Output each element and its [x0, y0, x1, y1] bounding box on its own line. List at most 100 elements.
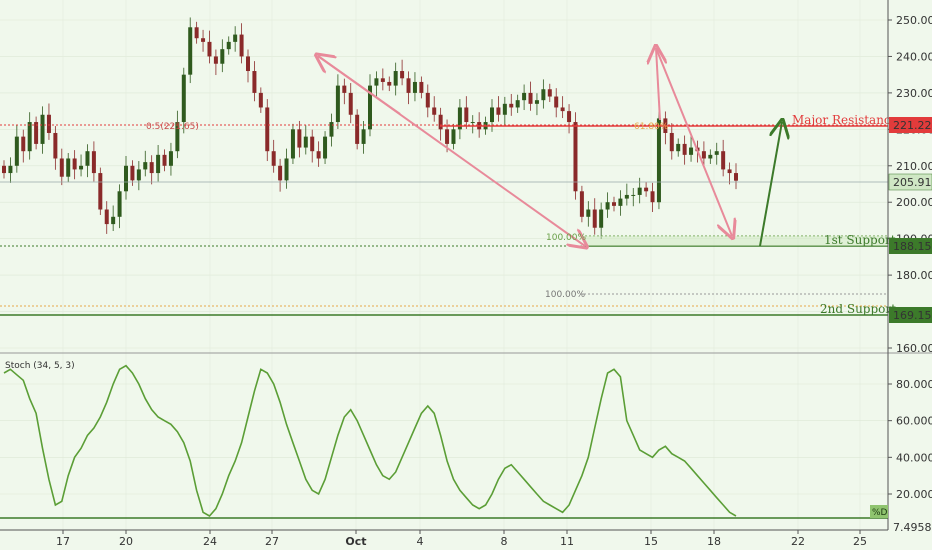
candle-body: [496, 107, 501, 115]
candle-body: [534, 100, 539, 104]
candle-body: [85, 151, 90, 166]
candle-body: [168, 151, 173, 166]
candle-body: [188, 27, 193, 75]
candle-body: [303, 136, 308, 148]
candle-body: [419, 81, 424, 93]
candle-body: [656, 118, 661, 203]
candle-body: [490, 107, 494, 123]
candle-body: [201, 38, 206, 42]
candle-body: [425, 92, 430, 108]
candle-body: [284, 158, 289, 181]
current-price-tag: [888, 173, 932, 191]
candle-body: [573, 122, 578, 192]
price-tick-label: 180.00: [896, 269, 932, 282]
date-tick-label: 8: [501, 535, 508, 548]
stoch-line: [3, 364, 737, 518]
candle-body: [323, 136, 328, 159]
candle-body: [708, 154, 713, 159]
candle-body: [599, 209, 604, 228]
candle-body: [342, 85, 347, 93]
candle-body: [579, 191, 584, 217]
candle-body: [111, 216, 116, 225]
candle-body: [605, 202, 610, 210]
date-tick-label: 25: [853, 535, 867, 548]
candle-body: [98, 173, 103, 210]
stoch-title: Stoch (34, 5, 3): [5, 361, 75, 371]
candle-body: [143, 162, 148, 170]
candle-body: [393, 71, 398, 86]
candle-body: [34, 122, 39, 144]
candle-body: [714, 151, 719, 155]
green-arrow-up: [759, 122, 782, 247]
stoch-tick-label: 20.0000: [896, 488, 932, 501]
candle-body: [181, 74, 186, 123]
candle-body: [451, 129, 456, 144]
date-tick-label: 20: [119, 535, 133, 548]
candle-body: [14, 136, 19, 166]
candle-body: [310, 136, 315, 152]
price-tick-label: 240.00: [896, 50, 932, 63]
fib-618-label: 61.80%: [634, 122, 669, 132]
resistance-price-tag-text: 221.22: [893, 119, 932, 132]
candle-body: [21, 136, 26, 152]
candle-body: [560, 107, 565, 112]
candle-body: [682, 143, 687, 155]
date-tick-label: 4: [417, 535, 424, 548]
candle-body: [445, 129, 450, 144]
price-tick-label: 250.00: [896, 14, 932, 27]
date-tick-label: 22: [791, 535, 805, 548]
candle-body: [528, 92, 533, 104]
candle-body: [701, 151, 706, 159]
price-axis[interactable]: 250.00240.00230.00220.00210.00200.00190.…: [870, 0, 932, 534]
stoch-tick-label: 40.0000: [896, 451, 932, 464]
candle-body: [156, 154, 161, 174]
candle-body: [689, 147, 694, 155]
candle-body: [721, 151, 726, 170]
candle-body: [162, 154, 167, 166]
candle-body: [727, 169, 732, 174]
candle-body: [297, 129, 302, 148]
candle-body: [233, 34, 238, 42]
date-tick-label: 11: [560, 535, 574, 548]
candle-body: [239, 34, 244, 57]
pink-arrow-start-tip: [318, 56, 401, 115]
candle-body: [220, 49, 225, 64]
candle-body: [271, 151, 276, 166]
candle-body: [669, 132, 674, 152]
candle-body: [631, 194, 636, 196]
candle-body: [316, 151, 321, 159]
candle-body: [470, 122, 475, 124]
candle-body: [387, 81, 392, 86]
pink-arrow-down-2: [655, 47, 732, 236]
price-tick-label: 200.00: [896, 196, 932, 209]
pink-arrow-up-2: [656, 48, 660, 121]
candle-body: [246, 56, 250, 72]
candle-body: [91, 151, 96, 174]
candle-body: [59, 158, 64, 177]
candle-body: [265, 107, 270, 152]
candle-body: [72, 158, 77, 170]
candle-body: [79, 165, 84, 170]
fib-100-label-b: 100.00%: [545, 290, 585, 300]
date-tick-label: 27: [265, 535, 279, 548]
candle-body: [8, 165, 13, 174]
candlestick-series: [2, 17, 738, 240]
candle-body: [515, 100, 520, 108]
candle-body: [136, 169, 141, 181]
date-tick-label: 17: [56, 535, 70, 548]
candle-body: [124, 165, 128, 192]
price-tick-label: 160.00: [896, 342, 932, 355]
candle-body: [252, 71, 257, 93]
candle-body: [104, 209, 109, 225]
first-support-label: 1st Support: [824, 233, 896, 247]
date-axis[interactable]: 17 20 24 27 Oct 4 8 11 15 18 22 25: [0, 529, 888, 548]
candle-body: [361, 129, 366, 144]
candle-body: [554, 96, 559, 108]
candle-body: [258, 92, 263, 108]
candle-body: [175, 122, 180, 152]
price-pane[interactable]: 0.5(221.65) 61.80% 100.00% 100.00% Major…: [0, 0, 898, 530]
candle-body: [130, 165, 135, 181]
candle-body: [406, 78, 411, 93]
stochastic-pane[interactable]: Stoch (34, 5, 3): [0, 361, 888, 519]
